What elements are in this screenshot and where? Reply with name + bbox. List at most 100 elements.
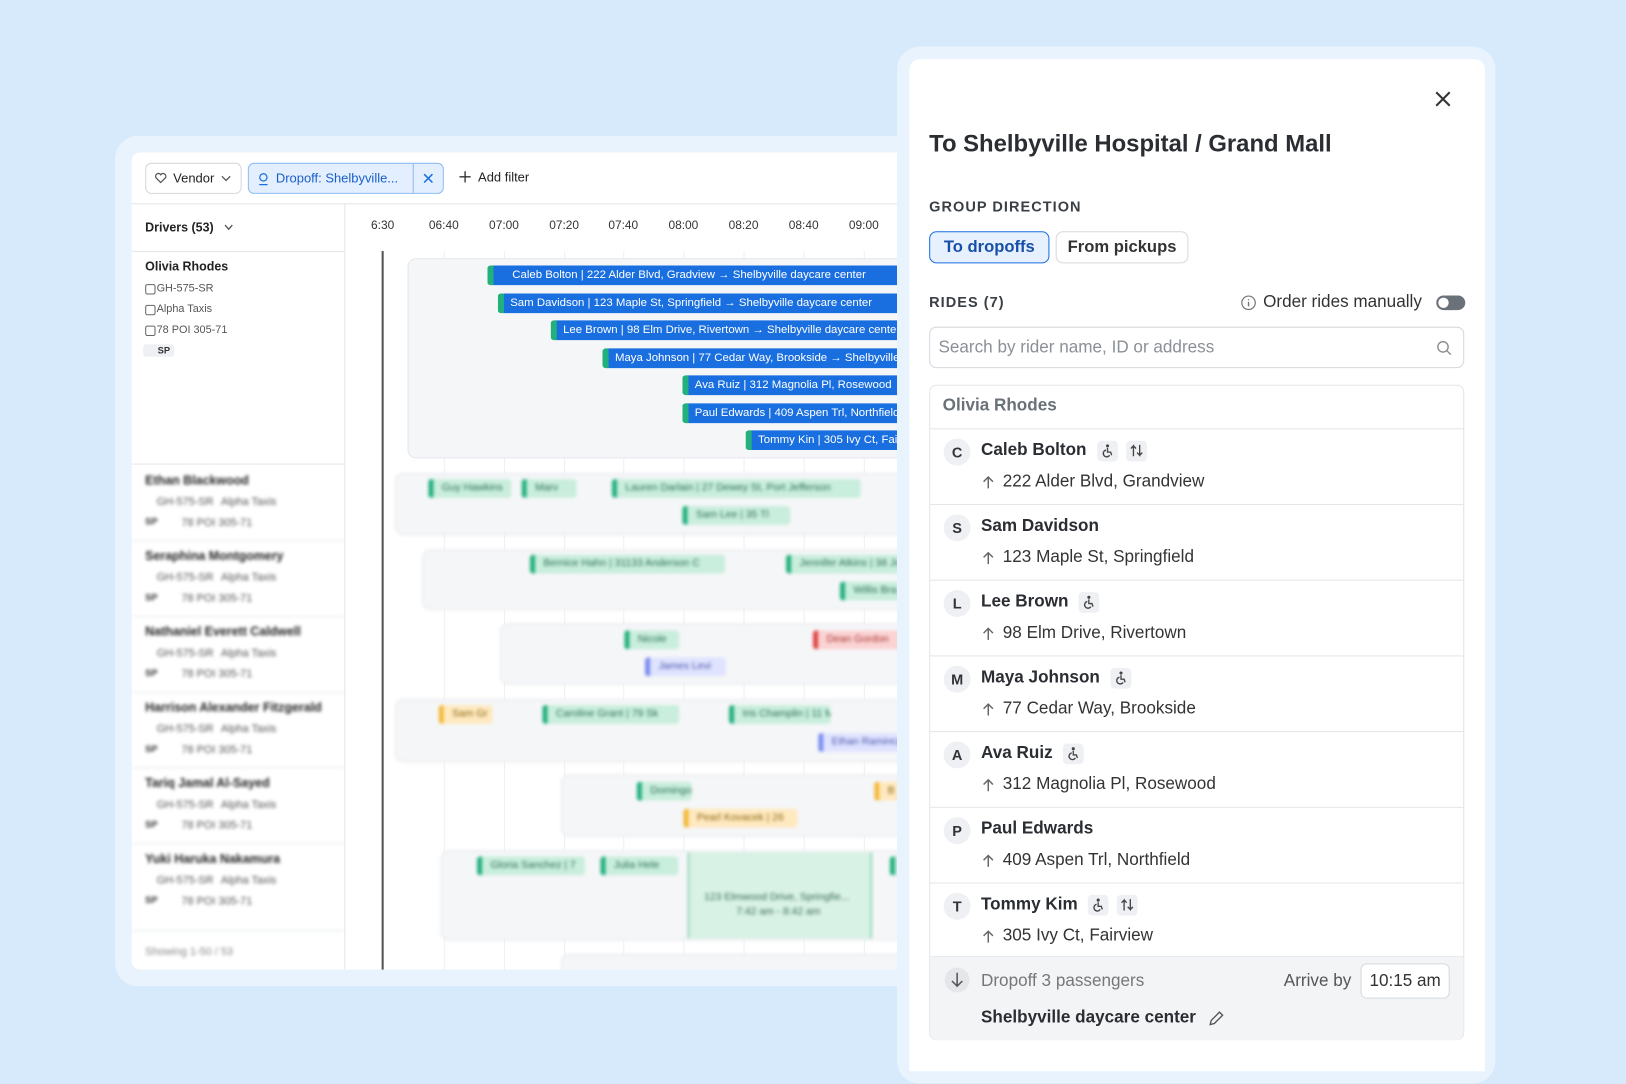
direction-option[interactable]: To dropoffs xyxy=(929,231,1050,264)
ride-bar[interactable]: Tommy Kin | 305 Ivy Ct, Fairview → Shelb… xyxy=(745,430,909,451)
rider-name[interactable]: Ava Ruiz xyxy=(981,743,1053,763)
rider-name[interactable]: Caleb Bolton xyxy=(981,440,1087,460)
rider-row-separator xyxy=(929,882,1465,884)
wheelchair-icon xyxy=(1087,894,1109,916)
time-grid-line xyxy=(803,250,805,970)
ride-chip[interactable]: Caroline Grant | 79 Sk xyxy=(542,705,680,724)
ride-block: 123 Elmwood Drive, Springfie... 7:42 am -… xyxy=(687,852,873,939)
driver-poi: 78 POI 305-71 xyxy=(181,592,253,605)
panel-title: To Shelbyville Hospital / Grand Mall xyxy=(929,129,1332,157)
rides-list xyxy=(929,384,1465,1041)
driver-tag: SP xyxy=(145,743,158,754)
wheelchair-icon xyxy=(1062,743,1084,765)
footer: Showing 1-50 / 53 xyxy=(145,945,233,959)
drivers-header: Drivers (53) xyxy=(145,219,214,235)
driver-name: Ethan Blackwood xyxy=(145,472,249,488)
ride-group-box xyxy=(561,954,909,970)
time-label: 06:40 xyxy=(428,219,459,233)
arrive-time[interactable]: 10:15 am xyxy=(1360,963,1450,999)
arrive-label: Arrive by xyxy=(1283,971,1352,991)
rider-initial: L xyxy=(943,590,971,618)
rider-address: 409 Aspen Trl, Northfield xyxy=(1002,850,1191,870)
ride-chip[interactable]: Sam Lee | 35 Tl xyxy=(682,506,791,525)
rider-row-separator xyxy=(929,731,1465,733)
ride-chip[interactable]: Pearl Kovacek | 26 xyxy=(683,808,798,828)
remove-filter[interactable] xyxy=(423,173,433,184)
dropoff-filter[interactable]: Dropoff: Shelbyville... xyxy=(247,162,444,194)
driver-vendor: Alpha Taxis xyxy=(220,798,277,811)
time-grid-line xyxy=(623,250,625,970)
add-filter[interactable]: Add filter xyxy=(478,170,530,185)
ride-chip[interactable]: Lauren Darlain | 27 Dewey St, Port Jeffe… xyxy=(611,479,861,498)
destination: Shelbyville daycare center xyxy=(981,1007,1196,1027)
search-box[interactable]: Search by rider name, ID or address xyxy=(929,326,1465,369)
driver-vendor: Alpha Taxis xyxy=(220,722,277,736)
rider-name[interactable]: Paul Edwards xyxy=(981,819,1094,838)
driver-vendor: Alpha Taxis xyxy=(156,302,213,316)
ride-chip[interactable]: Guy Hawkins xyxy=(428,479,512,498)
info-icon xyxy=(1240,295,1257,317)
pickup-arrow xyxy=(981,551,996,571)
ride-bar[interactable]: Ava Ruiz | 312 Magnolia Pl, Rosewood → S… xyxy=(682,375,909,396)
ride-chip[interactable]: Bernice Hahn | 31133 Anderson C xyxy=(529,554,725,574)
rider-name[interactable]: Lee Brown xyxy=(981,592,1069,611)
direction-option[interactable]: From pickups xyxy=(1055,231,1189,264)
row-separator xyxy=(131,463,345,465)
driver-poi-icon xyxy=(145,325,156,336)
ride-chip[interactable]: Jennifer Atkins | 38 Jo xyxy=(786,554,909,574)
driver-vendor: Alpha Taxis xyxy=(220,495,277,509)
time-label: 07:40 xyxy=(608,219,639,233)
section-label: GROUP DIRECTION xyxy=(929,198,1082,215)
vendor-filter[interactable]: Vendor xyxy=(145,162,242,194)
time-label: 6:30 xyxy=(371,219,395,233)
ride-chip[interactable]: Gloria Sanchez | 7 xyxy=(477,856,585,876)
ride-chip[interactable]: Domingo xyxy=(636,781,692,801)
rider-name[interactable]: Sam Davidson xyxy=(981,516,1099,536)
row-separator xyxy=(131,615,345,618)
ride-bar[interactable]: Sam Davidson | 123 Maple St, Springfield… xyxy=(497,292,909,313)
separator xyxy=(131,250,345,252)
ride-chip[interactable]: Willis Bra xyxy=(839,581,909,601)
ride-chip[interactable]: Ethan Ramirez xyxy=(818,733,909,752)
toggle-knob xyxy=(1438,297,1449,308)
time-label: 07:00 xyxy=(489,219,519,233)
ride-chip[interactable]: Iris Champlin | 11 M xyxy=(729,705,831,724)
ride-chip[interactable]: Nicole xyxy=(624,630,680,650)
heart-icon xyxy=(155,172,167,184)
driver-tag: SP xyxy=(145,516,158,527)
ride-bar[interactable]: Lee Brown | 98 Elm Drive, Rivertown → Sh… xyxy=(550,320,909,341)
close-button[interactable] xyxy=(1435,91,1451,107)
rider-initial: P xyxy=(943,817,971,845)
ride-chip[interactable]: Julia Hele xyxy=(600,856,679,876)
rider-initial: C xyxy=(943,438,971,466)
rider-name[interactable]: Tommy Kim xyxy=(981,894,1078,914)
time-grid-line xyxy=(743,250,745,970)
section-label: RIDES (7) xyxy=(929,293,1005,311)
driver-plate: GH-575-SR xyxy=(156,495,214,509)
ride-chip[interactable]: Marv xyxy=(521,479,577,498)
ride-bar[interactable]: Paul Edwards | 409 Aspen Trl, Northfield… xyxy=(682,402,909,423)
ride-bar[interactable]: Caleb Bolton | 222 Alder Blvd, Gradview … xyxy=(487,265,909,286)
driver-name: Nathaniel Everett Caldwell xyxy=(145,624,301,639)
time-label: 08:20 xyxy=(728,219,759,233)
dropoff-label: Dropoff: Shelbyville... xyxy=(275,171,399,186)
driver-poi: 78 POI 305-71 xyxy=(181,819,253,832)
ride-chip[interactable]: Dean Gordon xyxy=(813,630,909,650)
ride-chip[interactable]: Sam Gr xyxy=(438,705,493,724)
ride-chip[interactable]: James Levi xyxy=(645,657,726,677)
pickup-arrow xyxy=(981,853,996,873)
rider-name[interactable]: Maya Johnson xyxy=(981,667,1100,687)
row-separator xyxy=(131,930,345,932)
other-drivers: Ethan Blackwood GH-575-SR Alpha Taxis SP 78 … xyxy=(131,152,909,970)
rider-row-separator xyxy=(929,579,1465,581)
swap-icon xyxy=(1126,440,1147,462)
driver-poi: 78 POI 305-71 xyxy=(181,894,253,908)
ride-bar[interactable]: Maya Johnson | 77 Cedar Way, Brookside →… xyxy=(602,347,909,368)
order-toggle[interactable] xyxy=(1436,295,1466,311)
time-label: 08:00 xyxy=(668,219,699,233)
pickup-arrow xyxy=(981,778,996,798)
rider-address: 305 Ivy Ct, Fairview xyxy=(1002,926,1154,945)
block-time: 7:42 am - 8:42 am xyxy=(736,906,821,918)
plus-icon xyxy=(459,171,471,183)
